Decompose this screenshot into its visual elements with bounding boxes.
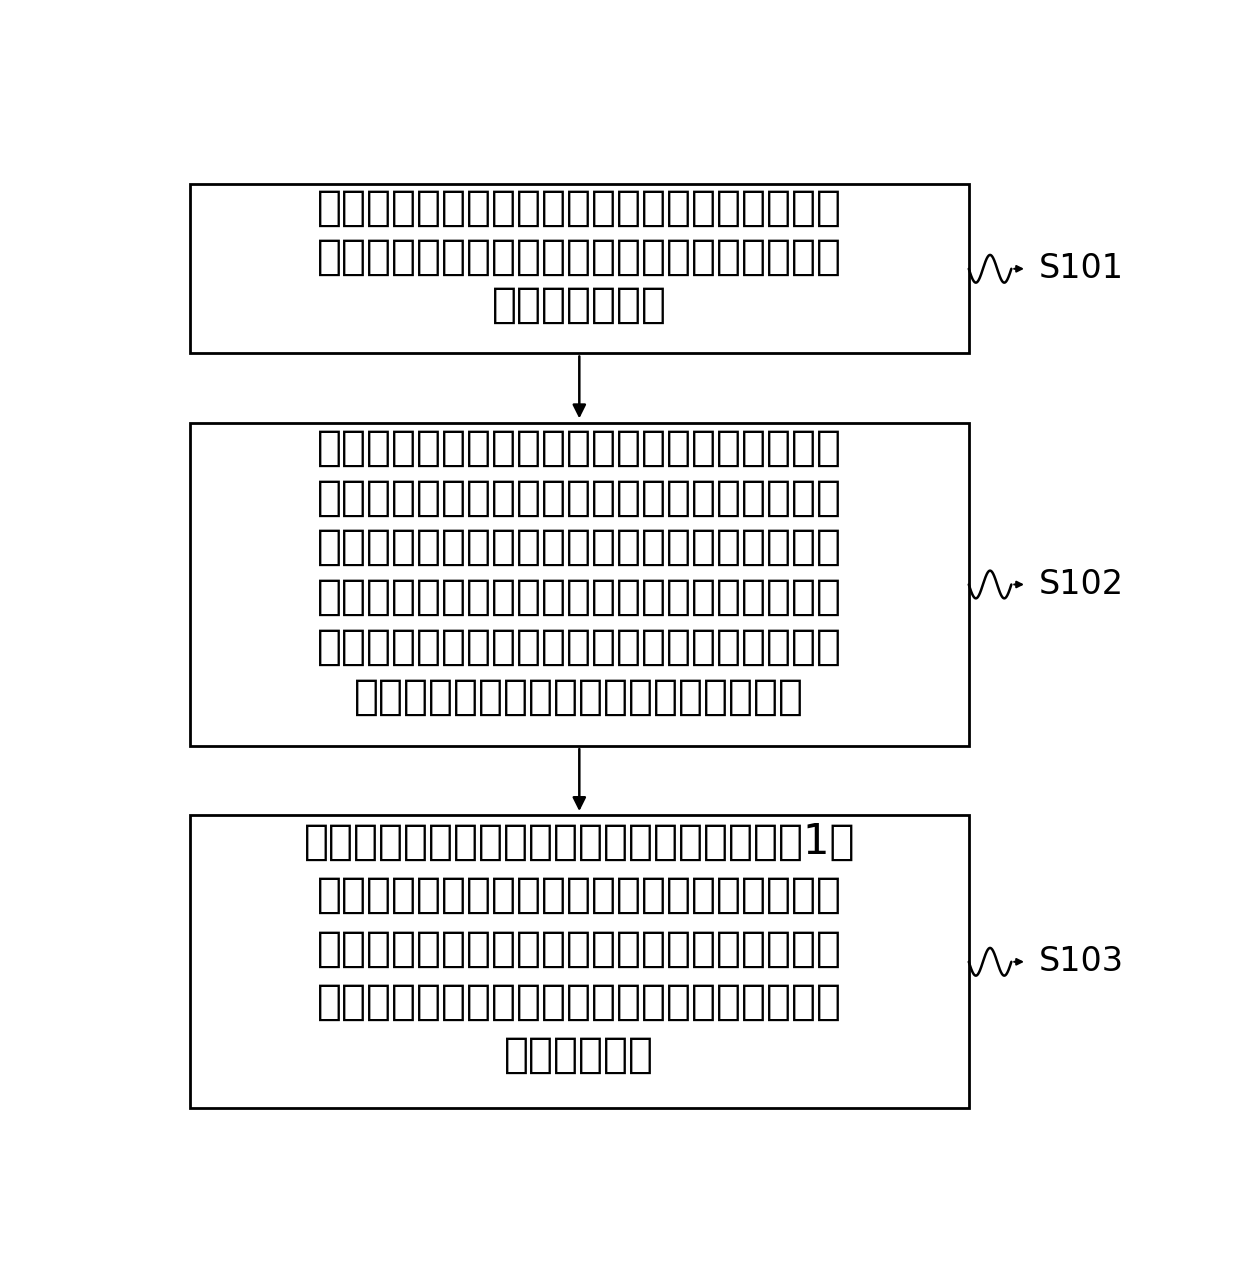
Text: 区域为空闲状态，则根据帧的时序依次判断所述: 区域为空闲状态，则根据帧的时序依次判断所述 [316, 477, 842, 519]
Text: 取所述当前帧中目标车道的第一检测区域和第二: 取所述当前帧中目标车道的第一检测区域和第二 [316, 235, 842, 277]
Text: 若所述第一检测区域为占有状态且所述第二检测: 若所述第一检测区域为占有状态且所述第二检测 [316, 427, 842, 469]
Bar [190, 423, 968, 746]
Text: 帧作为下一个进行车辆计数的当前帧；其中，所: 帧作为下一个进行车辆计数的当前帧；其中，所 [316, 928, 842, 970]
Text: 述第一方向为从所述第一检测区域到所述第二检: 述第一方向为从所述第一检测区域到所述第二检 [316, 981, 842, 1023]
Text: 将所述目标车道在第一方向上的车辆计数值加1，: 将所述目标车道在第一方向上的车辆计数值加1， [304, 821, 856, 863]
Text: 并将满足所述第一预设条件的后续帧紧邻的下一: 并将满足所述第一预设条件的后续帧紧邻的下一 [316, 874, 842, 916]
Text: 当前帧的后续帧是否满足第一预设条件，直到获: 当前帧的后续帧是否满足第一预设条件，直到获 [316, 526, 842, 568]
Text: 取到满足所述第一预设条件的后续帧；其中，所: 取到满足所述第一预设条件的后续帧；其中，所 [316, 576, 842, 618]
Text: 检测区域的状态: 检测区域的状态 [492, 285, 667, 327]
Bar [190, 816, 968, 1108]
Text: 为空闲状态且第二检测区域为占有状态；: 为空闲状态且第二检测区域为占有状态； [355, 675, 805, 717]
Bar [190, 184, 968, 353]
Text: 述第一预设条件为所述目标车道的第一检测区域: 述第一预设条件为所述目标车道的第一检测区域 [316, 625, 842, 667]
Text: S103: S103 [1039, 946, 1123, 979]
Text: 测区域的方向: 测区域的方向 [505, 1033, 655, 1075]
Text: S101: S101 [1039, 252, 1123, 285]
Text: S102: S102 [1039, 568, 1123, 601]
Text: 对于目标交通视频中进行车辆计数的当前帧，获: 对于目标交通视频中进行车辆计数的当前帧，获 [316, 187, 842, 229]
